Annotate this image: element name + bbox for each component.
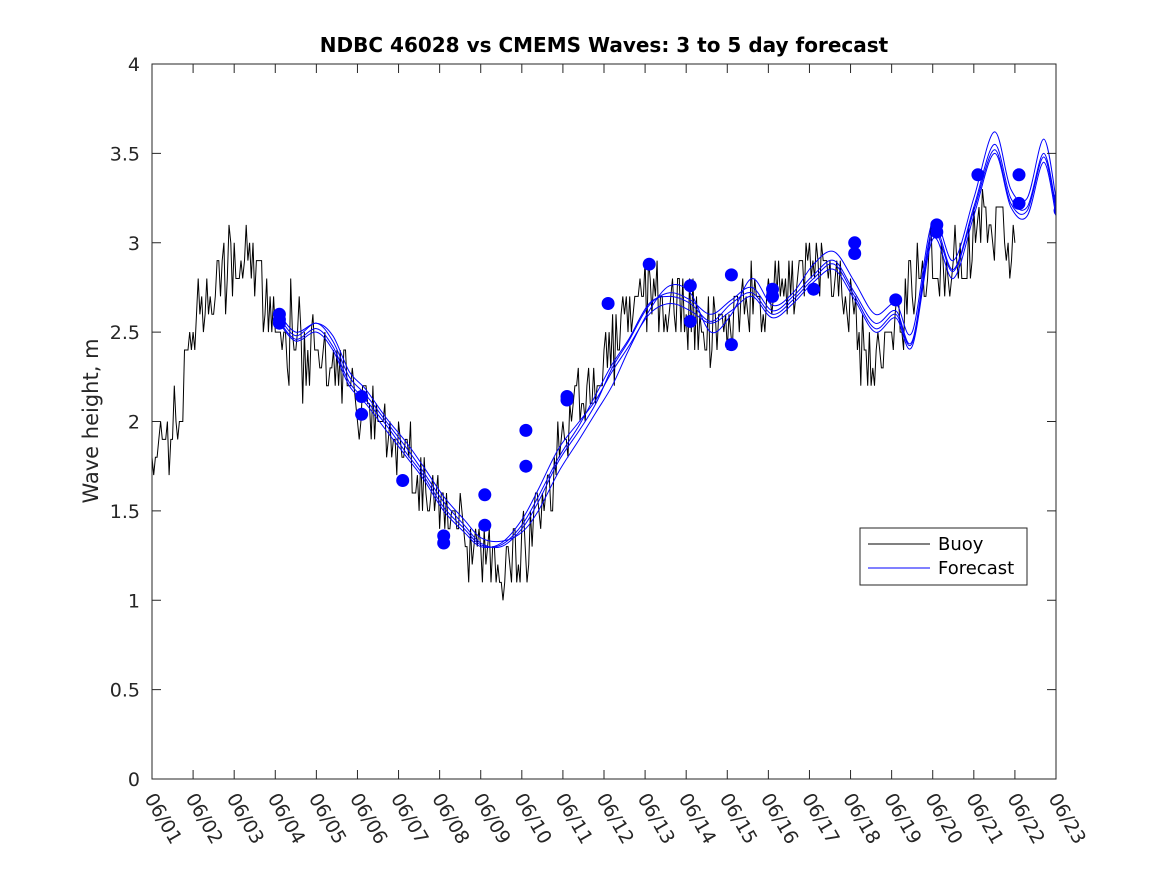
y-tick-label: 2 (128, 412, 140, 434)
y-tick-label: 0 (128, 769, 140, 791)
forecast-marker (1053, 205, 1056, 216)
y-tick-label: 0.5 (110, 680, 140, 702)
y-tick-label: 4 (128, 54, 140, 76)
forecast-line-2 (279, 152, 1056, 548)
forecast-marker (848, 247, 862, 260)
y-tick-label: 3 (128, 233, 140, 255)
forecast-marker (601, 297, 615, 310)
forecast-marker (519, 423, 533, 437)
forecast-marker (724, 268, 738, 282)
forecast-marker (807, 282, 821, 296)
forecast-marker (766, 282, 779, 296)
forecast-marker (1012, 196, 1026, 210)
forecast-marker (437, 536, 451, 550)
legend-label-buoy: Buoy (938, 534, 984, 555)
forecast-marker (355, 407, 369, 421)
forecast-marker (560, 393, 574, 407)
forecast-marker (642, 257, 656, 271)
data-layer (152, 131, 1056, 601)
y-tick-label: 1 (128, 590, 140, 612)
y-tick-label: 3.5 (110, 143, 140, 165)
forecast-marker (1012, 168, 1026, 182)
legend-box (859, 527, 1028, 586)
forecast-marker (683, 314, 697, 328)
chart-title: NDBC 46028 vs CMEMS Waves: 3 to 5 day fo… (320, 33, 889, 57)
forecast-marker (272, 316, 286, 330)
forecast-marker (478, 488, 492, 502)
forecast-marker (971, 168, 985, 182)
forecast-marker (355, 390, 369, 403)
buoy-line (152, 189, 1016, 601)
forecast-marker (930, 225, 944, 239)
forecast-marker (519, 459, 533, 473)
y-tick-label: 1.5 (110, 501, 140, 523)
forecast-marker (1053, 193, 1056, 204)
forecast-marker (478, 518, 492, 532)
forecast-marker (848, 236, 862, 250)
legend: Buoy Forecast (859, 527, 1028, 586)
forecast-marker (724, 338, 738, 352)
y-tick-label: 2.5 (110, 322, 140, 344)
y-axis-label: Wave height, m (79, 338, 103, 503)
legend-label-forecast: Forecast (938, 558, 1014, 579)
forecast-line-3 (279, 131, 1056, 543)
forecast-marker (396, 474, 410, 487)
forecast-marker (889, 293, 903, 307)
forecast-marker (683, 279, 697, 293)
